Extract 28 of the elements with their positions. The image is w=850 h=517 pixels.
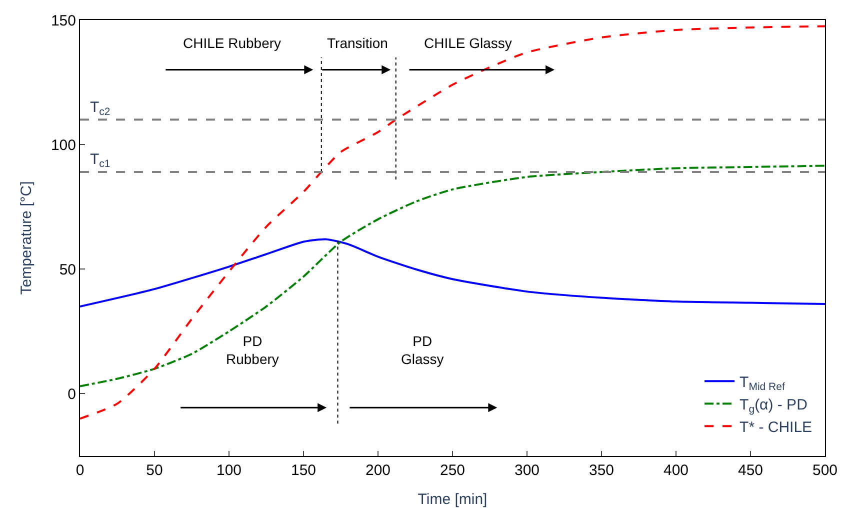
ref-line-label: T$_{c1}$	[90, 151, 110, 170]
annotation: PD Rubbery	[226, 333, 279, 368]
x-axis-title: Time [min]	[418, 491, 488, 508]
annotation: PD Glassy	[401, 333, 444, 368]
y-tick-label: 50	[59, 261, 76, 278]
x-tick-label: 450	[738, 462, 764, 479]
y-axis-title: Temperature [°C]	[18, 181, 36, 295]
x-tick-label: 350	[588, 462, 614, 479]
x-tick-label: 400	[663, 462, 689, 479]
y-tick-label: 0	[68, 386, 76, 403]
line-series	[80, 238, 825, 308]
annotation: CHILE Rubbery	[183, 35, 282, 51]
legend-label: T$_{g}$(α) - PD	[740, 396, 808, 416]
x-tick-label: 100	[216, 462, 242, 479]
x-tick-label: 300	[514, 462, 540, 479]
line-series	[80, 25, 825, 420]
x-tick-label: 500	[812, 462, 838, 479]
x-tick-label: 250	[440, 462, 466, 479]
x-tick-label: 50	[146, 462, 163, 479]
x-tick-label: 150	[290, 462, 316, 479]
ref-line-label: T$_{c2}$	[90, 99, 110, 118]
legend-label: T* - CHILE	[740, 419, 812, 436]
annotation: Transition	[327, 35, 388, 51]
annotation: CHILE Glassy	[424, 35, 512, 51]
x-tick-label: 200	[365, 462, 391, 479]
y-tick-label: 100	[50, 136, 76, 154]
y-tick-label: 150	[50, 12, 76, 30]
legend-label: T$_{Mid Ref}$	[740, 374, 785, 394]
